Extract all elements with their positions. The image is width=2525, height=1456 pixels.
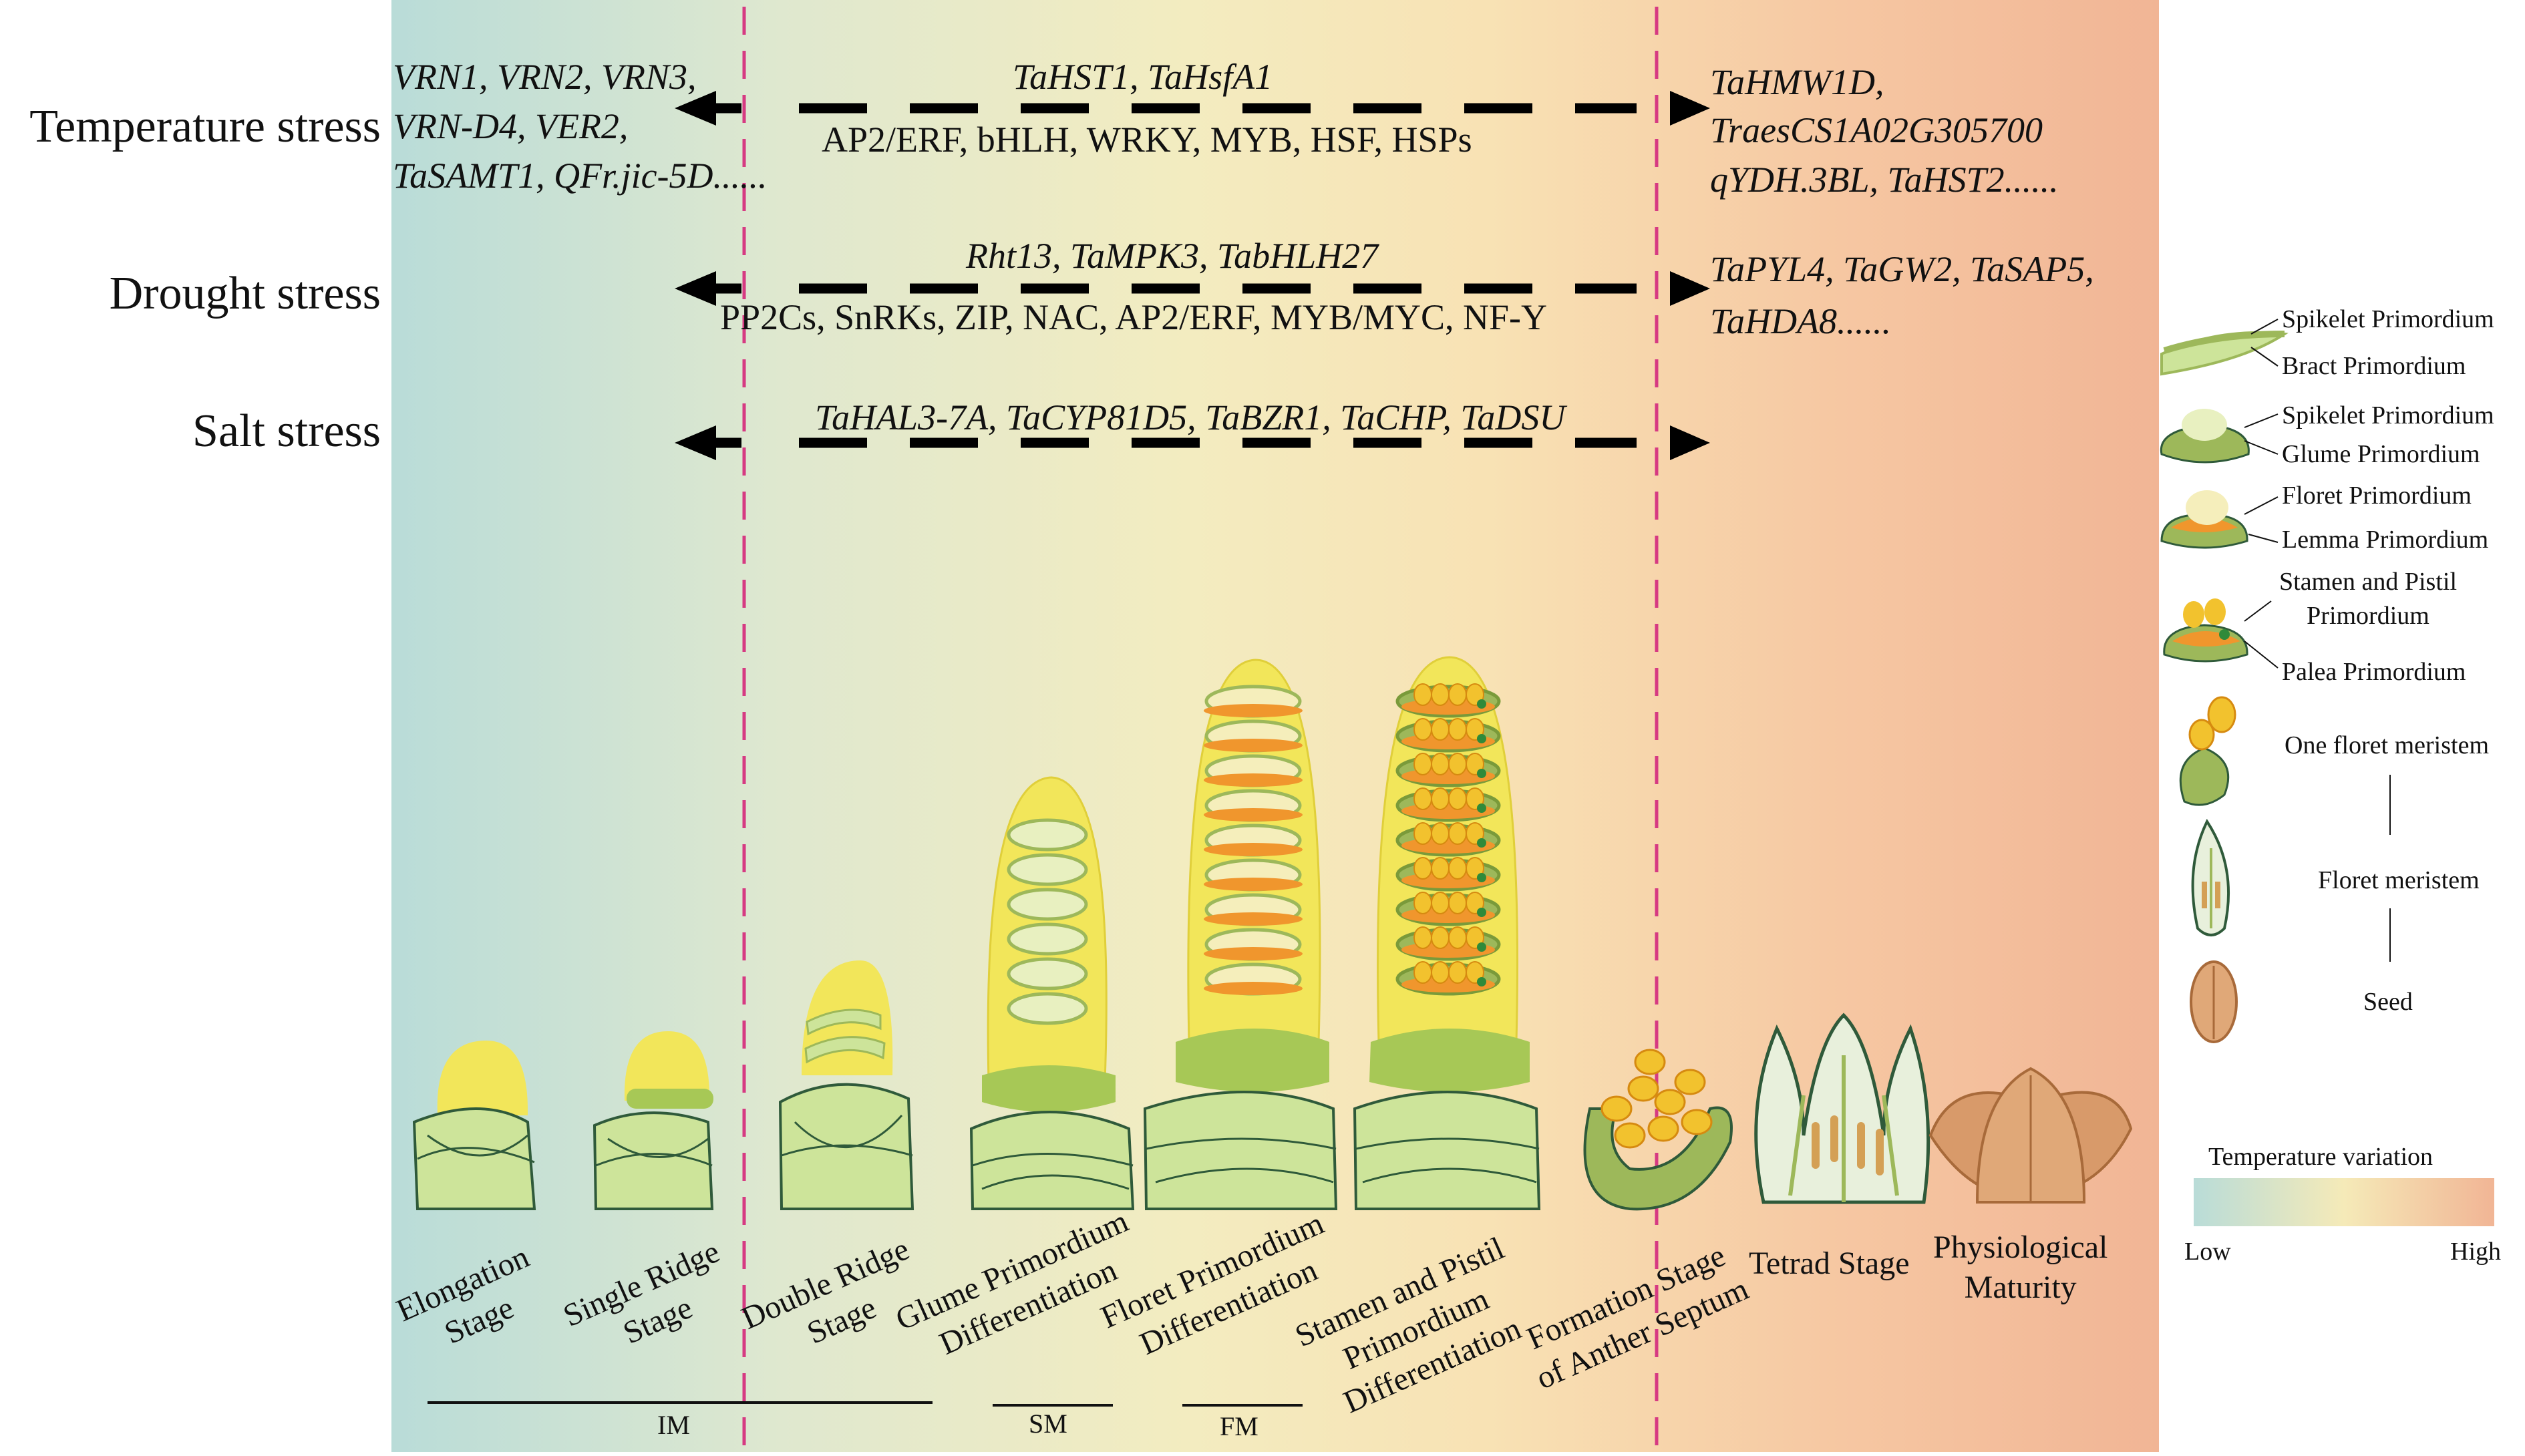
sm-label: SM (1029, 1409, 1067, 1439)
stage-illustration-double-ridge (778, 960, 914, 1210)
legend-glume-primordium: Glume Primordium (2282, 440, 2480, 468)
legend-icon-floret-meristem (2191, 818, 2230, 936)
drought-middle-genes: Rht13, TaMPK3, TabHLH27 (966, 236, 1379, 276)
fm-label: FM (1220, 1411, 1258, 1441)
stage-label-maturity: Physiological Maturity (1933, 1230, 2108, 1305)
temperature-arrow (675, 91, 1710, 126)
salt-middle-genes: TaHAL3-7A, TaCYP81D5, TaBZR1, TaCHP, TaD… (815, 397, 1566, 437)
stage-label-tetrad: Tetrad Stage (1749, 1246, 1910, 1281)
legend-one-floret-meristem: One floret meristem (2285, 731, 2490, 759)
stage-illustration-single-ridge (593, 1031, 714, 1210)
drought-late-genes-1: TaPYL4, TaGW2, TaSAP5, (1710, 249, 2094, 289)
temperature-middle-genes: TaHST1, TaHsfA1 (1013, 57, 1273, 97)
temperature-early-genes-1: VRN1, VRN2, VRN3, (393, 57, 697, 97)
legend-palea-primordium: Palea Primordium (2282, 658, 2466, 686)
temperature-transcription-factors: AP2/ERF, bHLH, WRKY, MYB, HSF, HSPs (822, 120, 1472, 160)
temperature-high-label: High (2450, 1238, 2501, 1266)
drought-late-genes-2: TaHDA8...... (1710, 301, 1892, 341)
temperature-early-genes-2: VRN-D4, VER2, (393, 106, 629, 146)
stage-illustration-anther-septum (1583, 1049, 1733, 1211)
temperature-late-genes-2: TraesCS1A02G305700 (1710, 110, 2043, 150)
legend-icon-seed (2190, 960, 2238, 1043)
temperature-stress-label: Temperature stress (29, 101, 381, 152)
stage-illustration-maturity (1928, 1067, 2133, 1204)
temperature-gradient-bar (2194, 1178, 2494, 1226)
legend-spikelet-primordium-2: Spikelet Primordium (2282, 401, 2494, 429)
temperature-low-label: Low (2184, 1238, 2231, 1266)
legend-floret-meristem: Floret meristem (2318, 866, 2480, 894)
legend-spikelet-primordium: Spikelet Primordium (2282, 305, 2494, 333)
legend-icon-bract (2160, 331, 2289, 376)
salt-stress-label: Salt stress (192, 405, 381, 457)
legend-stamen-pistil-primordium: Stamen and Pistil Primordium (2279, 568, 2457, 630)
drought-transcription-factors: PP2Cs, SnRKs, ZIP, NAC, AP2/ERF, MYB/MYC… (720, 297, 1548, 337)
temperature-variation-title: Temperature variation (2208, 1143, 2433, 1171)
drought-stress-label: Drought stress (109, 268, 381, 319)
stage-illustration-elongation (412, 1041, 536, 1210)
temperature-late-genes-1: TaHMW1D, (1710, 62, 1884, 102)
im-label: IM (657, 1410, 690, 1440)
stage-illustration-floret-primordium (1143, 659, 1338, 1210)
legend-lemma-primordium: Lemma Primordium (2282, 526, 2489, 554)
legend-seed: Seed (2363, 988, 2413, 1016)
temperature-early-genes-3: TaSAMT1, QFr.jic-5D...... (393, 156, 768, 196)
drought-arrow (675, 271, 1710, 306)
legend-floret-primordium: Floret Primordium (2282, 482, 2472, 510)
stage-illustration-tetrad (1754, 1013, 1930, 1204)
stage-illustration-stamen-pistil (1353, 656, 1541, 1210)
legend-icon-glume (2160, 409, 2250, 464)
legend-icon-one-floret (2179, 696, 2236, 806)
stage-illustration-glume-primordium (969, 776, 1135, 1210)
legend-icon-palea (2163, 598, 2248, 663)
legend-icon-lemma (2160, 490, 2248, 549)
temperature-late-genes-3: qYDH.3BL, TaHST2...... (1710, 160, 2059, 200)
legend-bract-primordium: Bract Primordium (2282, 352, 2466, 380)
salt-arrow (675, 425, 1710, 460)
